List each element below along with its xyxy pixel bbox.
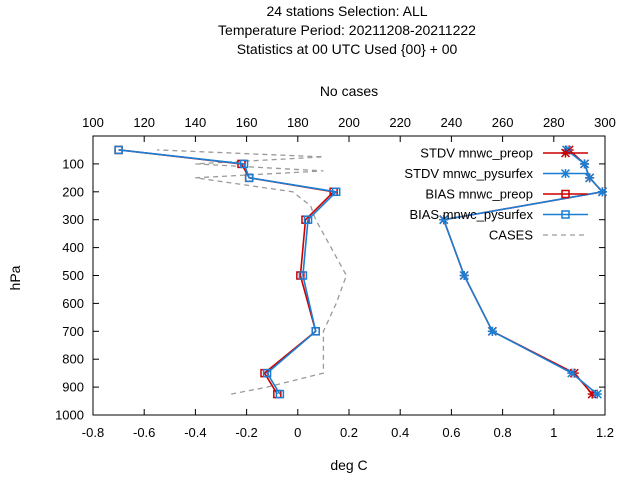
y-tick-label: 600 (62, 296, 84, 311)
series-point-1 (487, 326, 497, 336)
x-tick-label: 0.4 (391, 425, 409, 440)
series-point-1 (597, 187, 607, 197)
series-line-2 (118, 149, 336, 395)
y-tick-label: 800 (62, 352, 84, 367)
legend-label: BIAS mnwc_pysurfex (409, 207, 533, 222)
y-axis-label: hPa (7, 265, 23, 290)
y-tick-label: 400 (62, 240, 84, 255)
series-point-1 (567, 368, 577, 378)
y-tick-label: 1000 (55, 408, 84, 423)
x2-tick-label: 100 (82, 115, 104, 130)
series-point-1 (579, 159, 590, 169)
x2-tick-label: 120 (133, 115, 155, 130)
series-point-3 (262, 368, 272, 378)
chart-title-line-2: Temperature Period: 20211208-20211222 (218, 22, 476, 38)
x2-tick-label: 200 (338, 115, 360, 130)
series-point-3 (239, 159, 249, 169)
axes: -0.8 -0.6 -0.4 -0.2 0 0.2 0.4 0.6 0.8 1 1.2 100 120 1… (55, 115, 616, 440)
x-tick-label: 0.6 (442, 425, 460, 440)
legend-label: STDV mnwc_pysurfex (404, 166, 533, 181)
series-point-3 (331, 187, 341, 197)
series-point-3 (311, 327, 320, 336)
x-tick-label: -0.2 (235, 425, 257, 440)
legend-marker (561, 210, 570, 219)
x2-tick-label: 140 (185, 115, 207, 130)
series-point-1 (439, 215, 449, 225)
x2-tick-label: 160 (236, 115, 258, 130)
x2-tick-label: 180 (287, 115, 309, 130)
series-point-3 (303, 215, 313, 224)
x-tick-label: 0 (294, 425, 301, 440)
x-tick-label: 1.2 (596, 425, 614, 440)
legend-label: CASES (489, 228, 533, 243)
y-tick-label: 500 (62, 268, 84, 283)
series-point-1 (459, 270, 469, 281)
x-tick-label: 1 (550, 425, 557, 440)
legend-marker (561, 189, 570, 199)
y-tick-label: 700 (62, 324, 84, 339)
series-point-3 (298, 271, 308, 280)
y-tick-label: 300 (62, 212, 84, 227)
chart-title-line-1: 24 stations Selection: ALL (266, 3, 427, 19)
series-point-3 (114, 145, 123, 155)
legend-label: BIAS mnwc_preop (425, 187, 533, 202)
legend-marker (560, 148, 571, 158)
x-tick-label: -0.8 (82, 425, 104, 440)
x2-axis-label: No cases (320, 83, 378, 99)
series-line-4 (156, 149, 348, 395)
plot-series (114, 145, 607, 399)
series-point-1 (592, 389, 602, 399)
y-tick-label: 200 (62, 184, 84, 199)
series-point-3 (244, 173, 254, 183)
x2-tick-label: 280 (543, 115, 565, 130)
y-tick-label: 900 (62, 380, 84, 395)
legend-label: STDV mnwc_preop (420, 146, 533, 161)
chart-title-line-3: Statistics at 00 UTC Used {00} + 00 (237, 41, 458, 57)
y-tick-label: 100 (62, 156, 84, 171)
legend: STDV mnwc_preop STDV mnwc_pysurfex BIAS mn… (404, 146, 588, 243)
x-axis-label: deg C (330, 457, 367, 473)
series-point-3 (275, 389, 285, 399)
x2-tick-label: 260 (492, 115, 514, 130)
x2-tick-label: 220 (389, 115, 411, 130)
x2-tick-label: 240 (441, 115, 463, 130)
legend-marker (560, 168, 571, 179)
x-tick-label: 0.2 (340, 425, 358, 440)
x-tick-label: -0.4 (184, 425, 206, 440)
series-line-3 (118, 149, 338, 395)
x-tick-label: 0.8 (494, 425, 512, 440)
series-point-1 (585, 173, 595, 183)
x-tick-label: -0.6 (133, 425, 155, 440)
x2-tick-label: 300 (594, 115, 616, 130)
